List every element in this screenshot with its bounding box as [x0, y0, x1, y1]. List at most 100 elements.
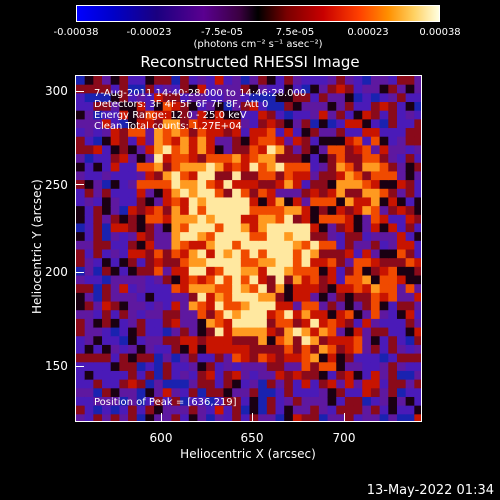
image-pixel	[240, 232, 251, 242]
image-pixel	[362, 154, 372, 164]
image-pixel	[284, 206, 294, 216]
image-pixel	[379, 414, 389, 421]
image-pixel	[171, 405, 181, 415]
image-pixel	[214, 362, 225, 372]
image-pixel	[327, 119, 337, 129]
image-pixel	[232, 275, 242, 285]
image-pixel	[240, 119, 251, 129]
image-pixel	[128, 162, 138, 173]
image-pixel	[154, 344, 164, 355]
image-pixel	[232, 318, 242, 329]
image-pixel	[180, 353, 190, 363]
image-pixel	[128, 249, 138, 259]
image-pixel	[180, 327, 190, 337]
image-pixel	[258, 388, 268, 398]
image-pixel	[102, 318, 112, 329]
image-pixel	[180, 232, 190, 242]
image-pixel	[76, 188, 86, 199]
image-pixel	[240, 284, 251, 294]
image-pixel	[119, 171, 129, 181]
image-pixel	[344, 110, 355, 120]
image-pixel	[336, 171, 346, 181]
image-pixel	[396, 119, 407, 129]
image-pixel	[275, 154, 285, 164]
image-pixel	[344, 145, 355, 155]
image-pixel	[258, 240, 268, 251]
image-pixel	[396, 249, 407, 259]
image-pixel	[197, 84, 207, 94]
image-pixel	[379, 214, 389, 225]
image-pixel	[284, 84, 294, 94]
image-pixel	[188, 232, 199, 242]
image-pixel	[284, 76, 294, 86]
image-pixel	[214, 102, 225, 112]
image-pixel	[266, 344, 277, 355]
image-pixel	[405, 240, 415, 251]
image-pixel	[344, 414, 355, 421]
image-pixel	[76, 110, 86, 120]
image-pixel	[266, 180, 277, 190]
image-pixel	[171, 266, 181, 277]
image-pixel	[162, 292, 173, 303]
image-pixel	[249, 292, 259, 303]
image-pixel	[414, 414, 421, 421]
image-pixel	[266, 171, 277, 181]
image-pixel	[214, 136, 225, 147]
image-pixel	[119, 310, 129, 320]
image-pixel	[240, 197, 251, 207]
image-pixel	[275, 240, 285, 251]
image-pixel	[388, 93, 398, 103]
image-pixel	[327, 318, 337, 329]
image-pixel	[249, 197, 259, 207]
image-pixel	[128, 206, 138, 216]
image-pixel	[301, 266, 311, 277]
colorbar-tick: 0.00023	[347, 27, 389, 38]
image-pixel	[396, 336, 407, 346]
image-pixel	[232, 206, 242, 216]
image-pixel	[249, 162, 259, 173]
image-pixel	[275, 206, 285, 216]
image-pixel	[154, 206, 164, 216]
image-pixel	[214, 232, 225, 242]
image-pixel	[353, 188, 363, 199]
image-pixel	[275, 214, 285, 225]
image-pixel	[206, 188, 216, 199]
image-pixel	[154, 405, 164, 415]
image-pixel	[370, 206, 381, 216]
image-pixel	[128, 318, 138, 329]
image-pixel	[102, 353, 112, 363]
image-pixel	[136, 344, 147, 355]
image-pixel	[362, 110, 372, 120]
image-pixel	[76, 249, 86, 259]
image-pixel	[232, 396, 242, 407]
image-pixel	[102, 162, 112, 173]
image-pixel	[154, 370, 164, 381]
image-pixel	[336, 76, 346, 86]
image-pixel	[214, 327, 225, 337]
x-tick-mark	[252, 413, 253, 421]
image-pixel	[145, 154, 155, 164]
image-pixel	[162, 136, 173, 147]
image-pixel	[119, 327, 129, 337]
image-pixel	[370, 197, 381, 207]
image-pixel	[232, 171, 242, 181]
image-pixel	[93, 232, 103, 242]
image-pixel	[266, 370, 277, 381]
image-pixel	[388, 188, 398, 199]
image-pixel	[388, 327, 398, 337]
image-pixel	[93, 93, 103, 103]
image-pixel	[171, 370, 181, 381]
image-pixel	[327, 102, 337, 112]
image-pixel	[275, 310, 285, 320]
image-pixel	[388, 84, 398, 94]
image-pixel	[275, 258, 285, 268]
image-pixel	[171, 327, 181, 337]
image-pixel	[93, 353, 103, 363]
image-pixel	[223, 370, 233, 381]
image-pixel	[379, 249, 389, 259]
image-pixel	[336, 266, 346, 277]
image-pixel	[93, 102, 103, 112]
image-pixel	[102, 102, 112, 112]
image-pixel	[362, 275, 372, 285]
image-pixel	[76, 206, 86, 216]
